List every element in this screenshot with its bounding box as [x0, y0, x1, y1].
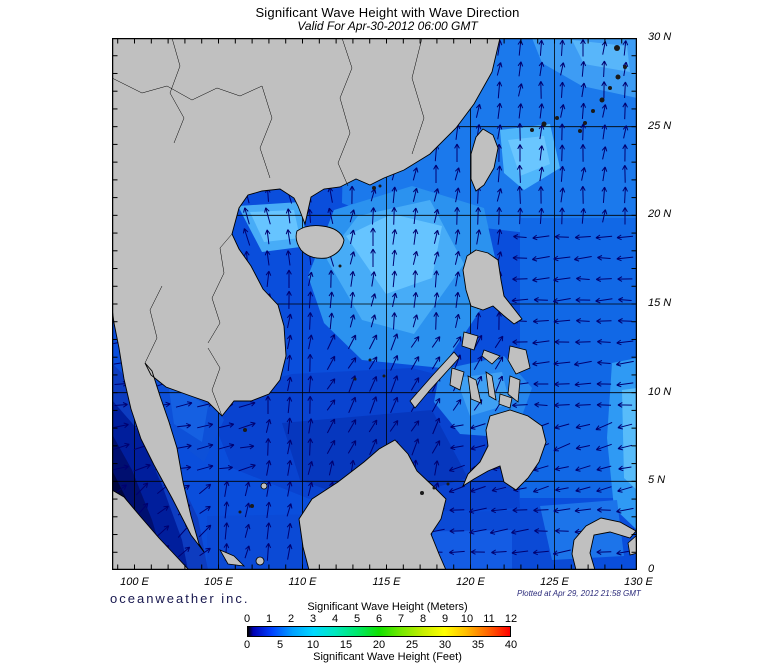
lon-label-125: 125 E — [540, 576, 569, 588]
legend-colorbar — [247, 626, 511, 637]
landmasses — [112, 38, 637, 570]
feet-tick-20: 20 — [372, 639, 386, 651]
land-leyte — [507, 375, 521, 403]
lat-label-5: 5 N — [648, 474, 666, 487]
land-sulawesi — [571, 517, 637, 570]
land-sumatra — [112, 489, 190, 570]
meters-tick-10: 10 — [460, 613, 474, 625]
legend-meters-label: Significant Wave Height (Meters) — [307, 601, 468, 613]
land-natuna — [260, 482, 268, 490]
land-panay — [449, 367, 465, 391]
map-subtitle: Valid For Apr-30-2012 06:00 GMT — [297, 19, 478, 33]
lon-label-110: 110 E — [288, 576, 317, 588]
lat-label-30: 30 N — [648, 31, 672, 43]
lat-label-25: 25 N — [648, 119, 672, 132]
meters-tick-0: 0 — [243, 613, 251, 625]
land-samar — [507, 345, 531, 375]
land-negros — [467, 375, 482, 404]
land-bohol — [498, 393, 513, 409]
lat-label-10: 10 N — [648, 385, 672, 398]
feet-tick-15: 15 — [339, 639, 353, 651]
lon-label-115: 115 E — [372, 576, 401, 588]
lon-label-130: 130 E — [624, 576, 653, 588]
feet-tick-5: 5 — [276, 639, 284, 651]
meters-tick-1: 1 — [265, 613, 273, 625]
land-asia-mainland — [112, 38, 501, 553]
wave-height-map — [112, 38, 637, 570]
meters-tick-12: 12 — [504, 613, 518, 625]
meters-tick-8: 8 — [419, 613, 427, 625]
land-taiwan — [470, 128, 499, 192]
land-bangka — [219, 549, 246, 567]
oceanweather-logo: oceanweather inc. — [110, 591, 250, 606]
feet-tick-0: 0 — [243, 639, 251, 651]
meters-tick-7: 7 — [397, 613, 405, 625]
map-title: Significant Wave Height with Wave Direct… — [255, 5, 520, 20]
land-luzon — [462, 249, 523, 325]
lon-label-120: 120 E — [456, 576, 485, 588]
land-mindoro — [461, 331, 479, 351]
land-masbate — [481, 349, 501, 365]
land-mindanao — [462, 409, 547, 491]
land-halmahera — [627, 535, 637, 556]
land-borneo — [298, 439, 447, 570]
lat-label-0: 0 — [648, 562, 655, 575]
meters-tick-9: 9 — [441, 613, 449, 625]
lat-label-15: 15 N — [648, 296, 672, 309]
small-islands — [238, 45, 627, 514]
feet-tick-30: 30 — [438, 639, 452, 651]
plotted-timestamp: Plotted at Apr 29, 2012 21:58 GMT — [517, 589, 641, 598]
meters-tick-11: 11 — [483, 613, 495, 625]
land-cebu — [485, 371, 497, 401]
feet-tick-25: 25 — [405, 639, 419, 651]
feet-tick-35: 35 — [471, 639, 485, 651]
map-canvas — [112, 38, 637, 570]
meters-tick-5: 5 — [353, 613, 361, 625]
land-hainan — [295, 225, 345, 259]
meters-tick-3: 3 — [309, 613, 317, 625]
province-borders — [112, 38, 425, 417]
meters-tick-2: 2 — [287, 613, 295, 625]
lon-label-100: 100 E — [120, 576, 149, 588]
land-palawan — [409, 351, 460, 409]
feet-tick-10: 10 — [306, 639, 320, 651]
land-belitung — [255, 556, 265, 566]
legend-feet-label: Significant Wave Height (Feet) — [313, 651, 462, 663]
lat-label-20: 20 N — [648, 208, 672, 221]
meters-tick-4: 4 — [331, 613, 339, 625]
meters-tick-6: 6 — [375, 613, 383, 625]
feet-tick-40: 40 — [504, 639, 518, 651]
lon-label-105: 105 E — [204, 576, 233, 588]
